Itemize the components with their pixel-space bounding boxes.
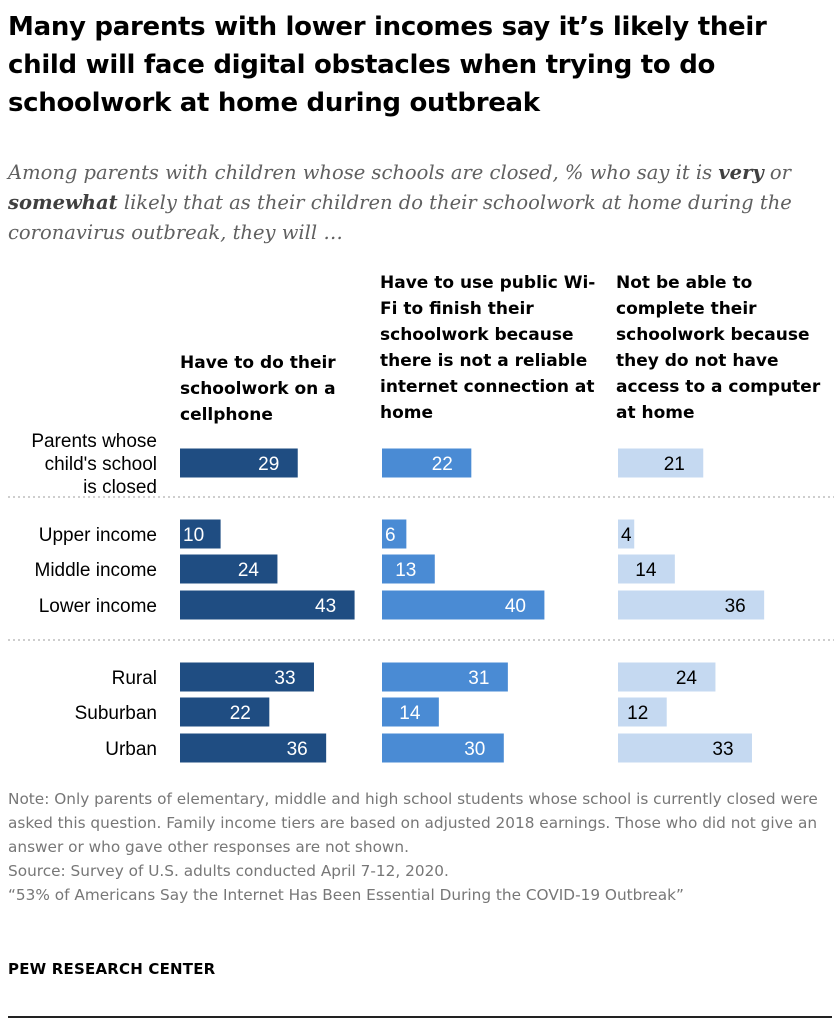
bar-value-label: 14 bbox=[635, 560, 657, 581]
row-label: Suburban bbox=[75, 703, 157, 724]
chart-subtitle: Among parents with children whose school… bbox=[8, 158, 834, 248]
source-text: Source: Survey of U.S. adults conducted … bbox=[8, 862, 449, 880]
bar-value-label: 24 bbox=[676, 668, 698, 689]
bar-value-label: 40 bbox=[505, 596, 526, 617]
bar-value-label: 6 bbox=[385, 525, 396, 546]
subtitle-part-3: likely that as their children do their s… bbox=[8, 191, 792, 244]
bar bbox=[618, 697, 667, 727]
row-label: Rural bbox=[112, 668, 157, 689]
column-header-no-computer: Not be able to complete their schoolwork… bbox=[616, 273, 821, 423]
subtitle-emphasis-very: very bbox=[718, 161, 764, 184]
bar bbox=[382, 697, 439, 727]
row-label: Urban bbox=[105, 739, 157, 760]
bar-value-label: 10 bbox=[183, 525, 204, 546]
row-label: Lower income bbox=[39, 596, 157, 617]
bar bbox=[180, 590, 355, 620]
bar bbox=[180, 554, 278, 584]
bar bbox=[180, 448, 298, 478]
bar bbox=[618, 448, 704, 478]
report-title: “53% of Americans Say the Internet Has B… bbox=[8, 886, 684, 904]
bar-value-label: 43 bbox=[315, 596, 336, 617]
bar-value-label: 13 bbox=[395, 560, 416, 581]
bar bbox=[180, 697, 270, 727]
bar-value-label: 30 bbox=[464, 739, 485, 760]
bar-value-label: 33 bbox=[712, 739, 733, 760]
bar-value-label: 31 bbox=[468, 668, 489, 689]
bar bbox=[618, 519, 635, 549]
bar bbox=[382, 733, 504, 763]
bar-value-label: 36 bbox=[287, 739, 308, 760]
bar bbox=[180, 519, 221, 549]
subtitle-part-1: Among parents with children whose school… bbox=[8, 161, 719, 184]
pew-logo: PEW RESEARCH CENTER bbox=[8, 960, 216, 978]
row-label: Middle income bbox=[35, 560, 158, 581]
bar-value-label: 22 bbox=[230, 703, 251, 724]
bar bbox=[382, 662, 508, 692]
row-label: Upper income bbox=[39, 525, 157, 546]
bottom-rule bbox=[8, 1016, 832, 1018]
note-text: Note: Only parents of elementary, middle… bbox=[8, 790, 818, 856]
bar-value-label: 4 bbox=[621, 525, 632, 546]
bar bbox=[618, 662, 716, 692]
bar-chart: Parents whose child's school is closed Uppe… bbox=[8, 431, 834, 763]
chart-notes: Note: Only parents of elementary, middle… bbox=[8, 787, 834, 907]
bar bbox=[618, 590, 765, 620]
subtitle-part-2: or bbox=[763, 161, 791, 184]
bar-value-label: 24 bbox=[238, 560, 260, 581]
bar-value-label: 22 bbox=[432, 454, 453, 475]
column-header-public-wifi: Have to use public Wi-Fi to finish their… bbox=[380, 273, 596, 423]
bar-value-label: 33 bbox=[274, 668, 295, 689]
column-header-cellphone: Have to do their schoolwork on a cellpho… bbox=[180, 353, 336, 425]
bar bbox=[618, 733, 752, 763]
bar bbox=[382, 590, 545, 620]
bar bbox=[382, 554, 435, 584]
bar-value-label: 12 bbox=[627, 703, 648, 724]
bar-value-label: 14 bbox=[399, 703, 421, 724]
chart-title: Many parents with lower incomes say it’s… bbox=[8, 12, 767, 118]
bar-value-label: 36 bbox=[725, 596, 746, 617]
bar bbox=[382, 448, 472, 478]
bar-value-label: 21 bbox=[664, 454, 685, 475]
bar bbox=[382, 519, 407, 549]
subtitle-emphasis-somewhat: somewhat bbox=[8, 191, 118, 214]
bar-value-label: 29 bbox=[258, 454, 279, 475]
bar bbox=[180, 662, 314, 692]
bar bbox=[618, 554, 675, 584]
row-label: Parents whose child's school is closed bbox=[31, 431, 157, 498]
bar bbox=[180, 733, 327, 763]
